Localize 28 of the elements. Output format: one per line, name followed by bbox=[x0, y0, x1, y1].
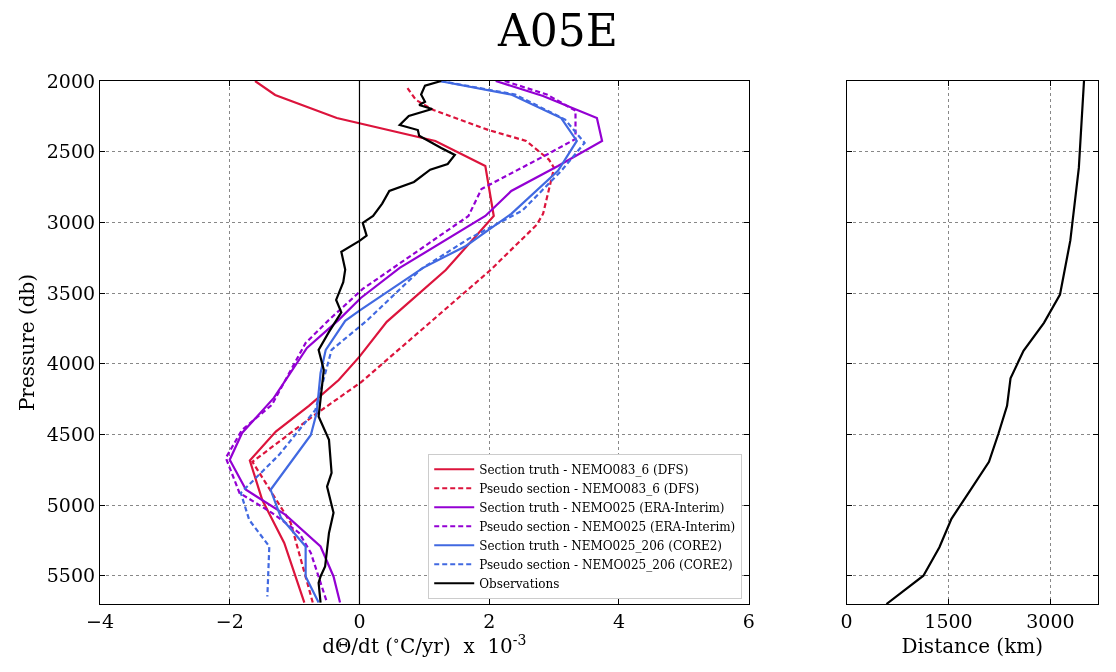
legend-label: Pseudo section - NEMO083_6 (DFS) bbox=[479, 481, 700, 496]
x-tick-label: −2 bbox=[215, 609, 244, 632]
y-axis-title: Pressure (db) bbox=[15, 273, 40, 412]
y-tick-label: 5000 bbox=[46, 493, 96, 516]
y-tick-label: 5500 bbox=[46, 564, 96, 587]
x-tick-label: 4 bbox=[612, 609, 626, 632]
legend-label: Section truth - NEMO025 (ERA-Interim) bbox=[479, 500, 725, 515]
legend-label: Section truth - NEMO025_206 (CORE2) bbox=[479, 538, 723, 553]
x-tick-label: −4 bbox=[85, 609, 115, 632]
y-tick-label: 4000 bbox=[46, 352, 96, 375]
x-tick-label: 3000 bbox=[1026, 609, 1075, 632]
legend-label: Section truth - NEMO083_6 (DFS) bbox=[479, 462, 689, 477]
legend-label: Pseudo section - NEMO025 (ERA-Interim) bbox=[479, 519, 736, 534]
y-tick-label: 2500 bbox=[46, 140, 96, 163]
x-tick-label: 0 bbox=[353, 609, 366, 632]
y-tick-label: 4500 bbox=[46, 423, 96, 446]
y-tick-label: 2000 bbox=[46, 69, 96, 92]
x-tick-label: 6 bbox=[742, 609, 755, 632]
x-axis-title: dΘ/dt ($^{∘}$C/yr) x 10$^{-3}$ bbox=[322, 632, 527, 659]
x-tick-label: 1500 bbox=[924, 609, 973, 632]
y-tick-label: 3500 bbox=[46, 281, 96, 304]
y-tick-label: 3000 bbox=[46, 211, 96, 233]
chart-title: A05E bbox=[497, 4, 618, 56]
x-tick-label: 2 bbox=[483, 609, 496, 632]
legend-label: Pseudo section - NEMO025_206 (CORE2) bbox=[479, 557, 733, 572]
x-tick-label: 0 bbox=[840, 609, 853, 632]
x-axis-title: Distance (km) bbox=[901, 634, 1044, 659]
legend-label: Observations bbox=[479, 576, 560, 591]
